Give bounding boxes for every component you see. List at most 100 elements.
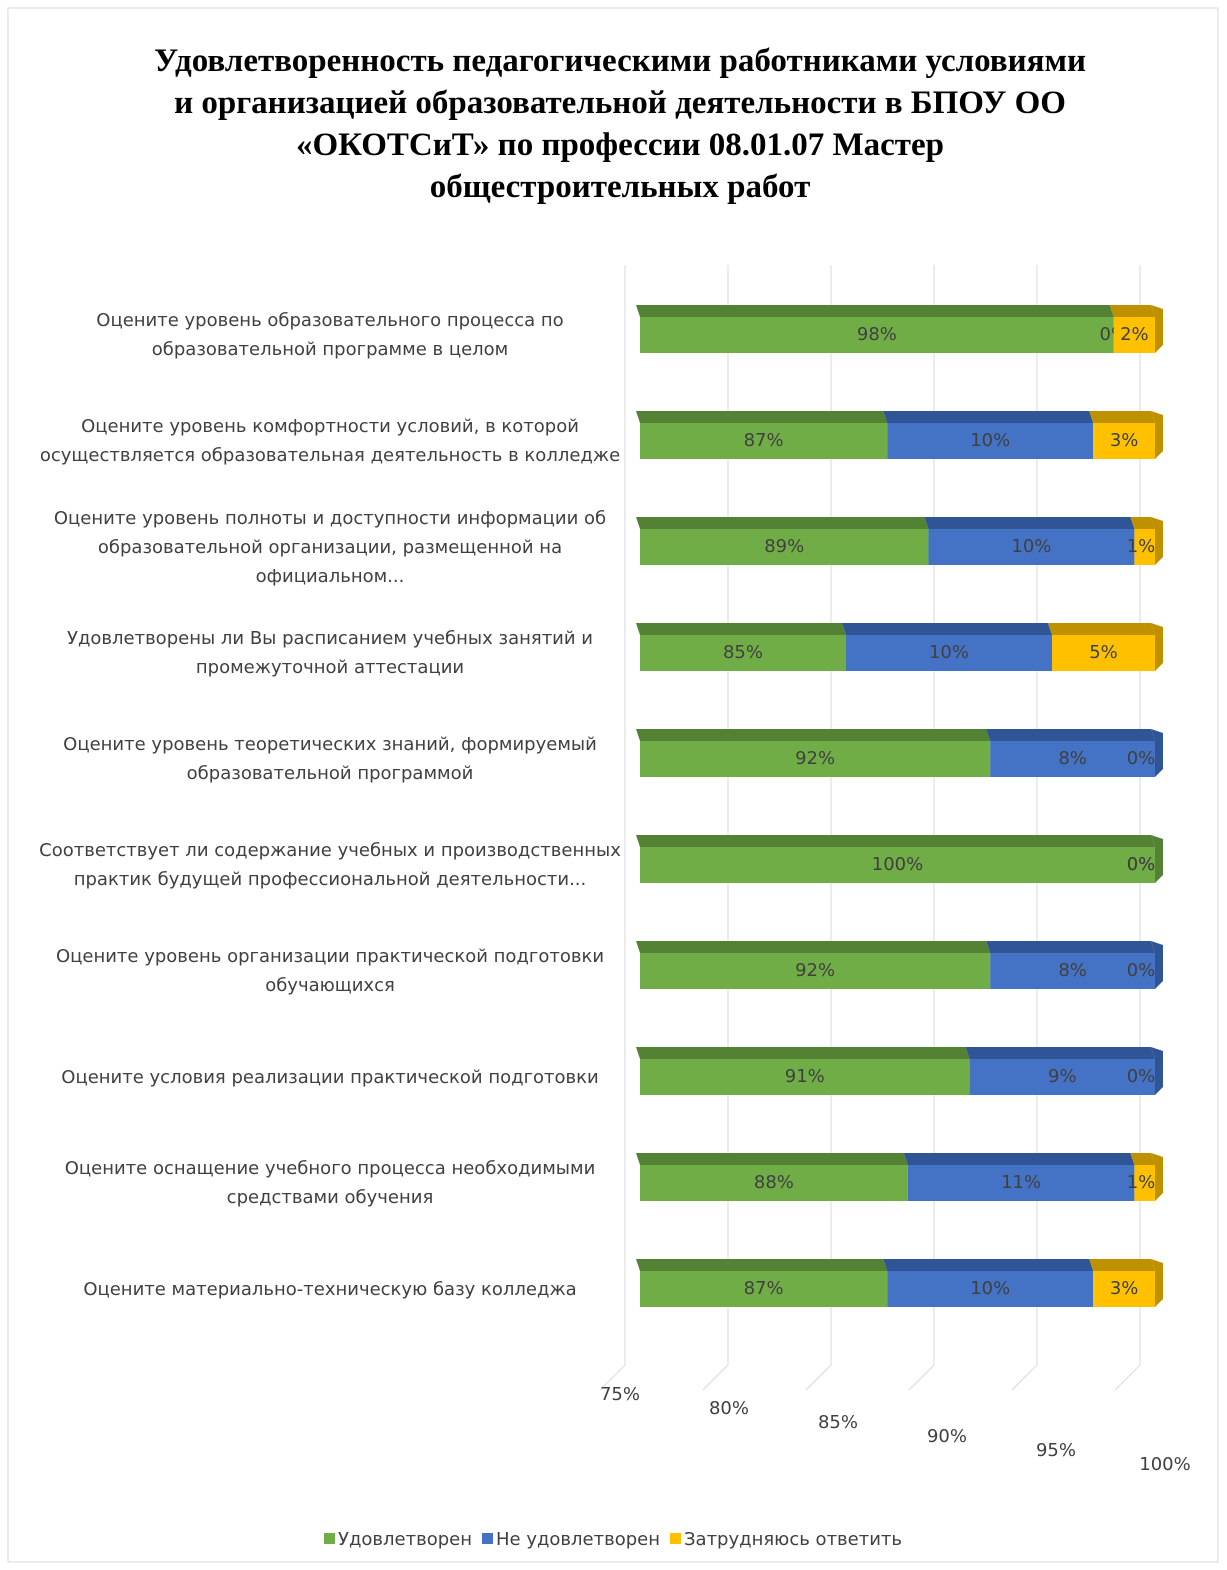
bar-segment <box>640 847 1155 883</box>
bar-segment <box>969 1059 1155 1095</box>
bar-top <box>636 1153 908 1165</box>
bar-top <box>1089 411 1155 423</box>
category-label: Соответствует ли содержание учебных и пр… <box>39 840 621 890</box>
bar-top <box>1130 1153 1155 1165</box>
bar-segment <box>907 1165 1135 1201</box>
bar-side <box>1151 411 1163 459</box>
bar-side <box>1151 941 1163 989</box>
bar-segment <box>887 423 1094 459</box>
data-label: 10% <box>929 642 969 663</box>
data-label: 5% <box>1089 642 1118 663</box>
data-label: 10% <box>970 1278 1010 1299</box>
data-label: 3% <box>1110 1278 1139 1299</box>
category-label-box: Оцените материально-техническую базу кол… <box>83 1278 577 1300</box>
bar-top <box>636 411 888 423</box>
bar-side <box>1151 305 1163 353</box>
category-label-box: Удовлетворены ли Вы расписанием учебных … <box>66 628 594 678</box>
bar-segment <box>640 1059 970 1095</box>
data-label: 0% <box>1127 960 1156 981</box>
category-label-box: Оцените уровень полноты и доступности ин… <box>53 507 607 587</box>
bar-top <box>903 1153 1135 1165</box>
bar-side <box>1151 835 1163 883</box>
category-label: Оцените уровень организации практической… <box>55 946 605 996</box>
data-label: 10% <box>1011 536 1051 557</box>
data-label: 0% <box>1127 854 1156 875</box>
category-label: Оцените уровень полноты и доступности ин… <box>53 507 607 587</box>
bar-top <box>636 941 991 953</box>
bar-segment <box>640 317 1114 353</box>
data-label: 3% <box>1110 430 1139 451</box>
bar-top <box>842 623 1052 635</box>
data-label: 87% <box>744 1278 784 1299</box>
grid-floor <box>908 1364 935 1391</box>
grid-floor <box>599 1364 626 1391</box>
data-label: 85% <box>723 642 763 663</box>
bar-top <box>636 1047 970 1059</box>
legend: Удовлетворен Не удовлетворен Затрудняюсь о… <box>323 1529 902 1550</box>
bar-segment <box>990 953 1155 989</box>
bar-top <box>924 517 1135 529</box>
bar-segment <box>887 1271 1094 1307</box>
x-tick-label: 95% <box>1036 1440 1076 1461</box>
bar-side <box>1151 1259 1163 1307</box>
bar-top <box>636 517 929 529</box>
bar-segment <box>990 741 1155 777</box>
category-label: Оцените материально-техническую базу кол… <box>83 1278 577 1300</box>
legend-label: Не удовлетворен <box>496 1529 660 1550</box>
data-label: 10% <box>970 430 1010 451</box>
bar-segment <box>640 1271 888 1307</box>
bar-segment <box>640 423 888 459</box>
data-label: 1% <box>1127 1172 1156 1193</box>
bar-side <box>1151 729 1163 777</box>
data-label: 88% <box>754 1172 794 1193</box>
x-tick-label: 100% <box>1139 1454 1190 1475</box>
bar-segment <box>1093 1271 1155 1307</box>
legend-swatch <box>670 1533 681 1544</box>
bar-segment <box>640 741 991 777</box>
data-label: 9% <box>1048 1066 1077 1087</box>
x-tick-label: 75% <box>600 1384 640 1405</box>
bar-side <box>1151 1153 1163 1201</box>
bar-side <box>1151 623 1163 671</box>
bar-top <box>1048 623 1155 635</box>
x-tick-label: 90% <box>927 1426 967 1447</box>
bar-segment <box>1052 635 1155 671</box>
bar-top <box>636 729 991 741</box>
data-label: 92% <box>795 960 835 981</box>
bar-top <box>636 623 846 635</box>
grid-floor <box>1114 1364 1141 1391</box>
legend-swatch <box>323 1533 335 1544</box>
category-label-box: Оцените уровень теоретических знаний, фо… <box>63 734 597 784</box>
data-label: 0% <box>1127 1066 1156 1087</box>
chart-title: Удовлетворенность педагогическими работн… <box>154 43 1086 205</box>
bar-top <box>636 1259 888 1271</box>
category-label: Удовлетворены ли Вы расписанием учебных … <box>66 628 594 678</box>
bar-segment <box>1113 317 1155 353</box>
bar-top <box>1130 517 1155 529</box>
bar-side <box>1151 517 1163 565</box>
category-label: Оцените оснащение учебного процесса необ… <box>64 1158 596 1208</box>
data-label: 91% <box>785 1066 825 1087</box>
grid-floor <box>702 1364 729 1391</box>
category-label-box: Оцените уровень образовательного процесс… <box>96 310 563 360</box>
category-label-box: Оцените оснащение учебного процесса необ… <box>64 1158 596 1208</box>
bar-segment <box>1093 423 1155 459</box>
legend-label: Удовлетворен <box>338 1529 472 1550</box>
data-label: 1% <box>1127 536 1156 557</box>
category-label-box: Соответствует ли содержание учебных и пр… <box>39 840 621 890</box>
category-label: Оцените уровень теоретических знаний, фо… <box>63 734 597 784</box>
bar-top <box>636 305 1114 317</box>
data-label: 2% <box>1120 324 1149 345</box>
bar-top <box>883 411 1094 423</box>
grid-floor <box>805 1364 832 1391</box>
bar-segment <box>846 635 1052 671</box>
bar-segment <box>928 529 1135 565</box>
bar-top <box>986 941 1155 953</box>
x-tick-label: 80% <box>709 1398 749 1419</box>
data-label: 8% <box>1058 748 1087 769</box>
category-label-box: Оцените уровень организации практической… <box>55 946 605 996</box>
bar-top <box>986 729 1155 741</box>
data-label: 11% <box>1001 1172 1041 1193</box>
x-tick-label: 85% <box>818 1412 858 1433</box>
